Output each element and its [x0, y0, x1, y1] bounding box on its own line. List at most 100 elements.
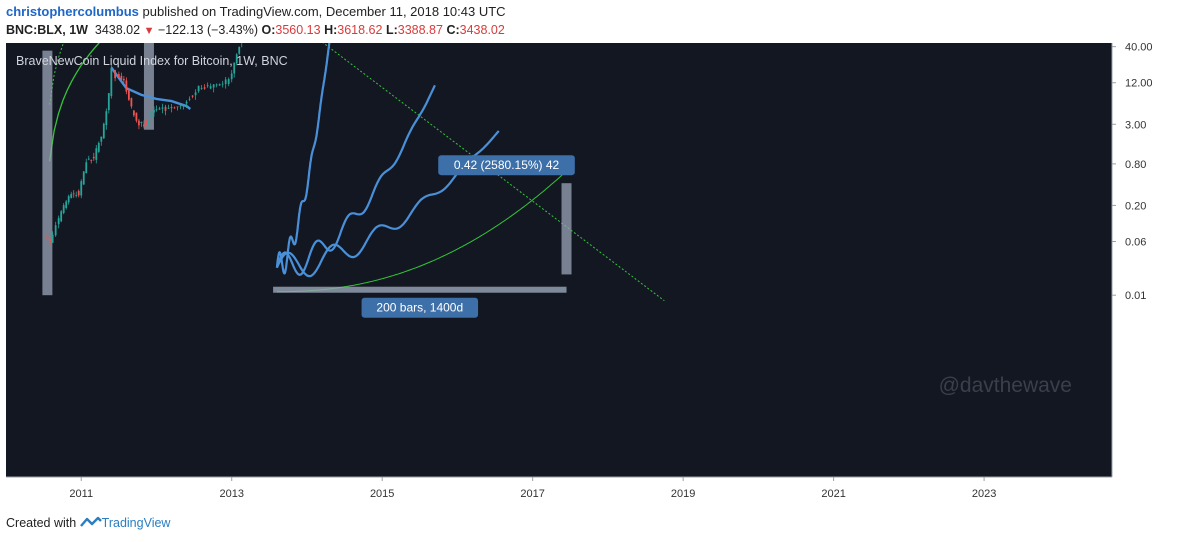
candles: [46, 43, 243, 245]
candle-body: [90, 159, 93, 161]
candle-body: [233, 62, 236, 74]
time-tick-label: 2011: [69, 488, 93, 500]
high-value: 3618.62: [337, 23, 383, 37]
candle-body: [97, 142, 100, 152]
time-tick-label: 2023: [972, 488, 996, 500]
fractal-overlay: [275, 43, 331, 275]
candle-body: [72, 193, 75, 195]
candle-body: [176, 106, 179, 108]
open-value: 3560.13: [275, 23, 321, 37]
annotation-box: [438, 155, 575, 176]
candle-body: [206, 85, 209, 87]
candle-body: [170, 106, 173, 109]
created-with-text: Created with: [6, 516, 77, 530]
candle-body: [230, 73, 233, 80]
candle-body: [95, 148, 98, 160]
candle-body: [114, 70, 116, 79]
price-tick-label: 3.00: [1125, 119, 1146, 131]
candle-body: [138, 120, 140, 126]
candle-body: [153, 109, 155, 113]
candle-body: [197, 85, 200, 92]
candle-body: [107, 93, 110, 111]
candle-body: [221, 83, 224, 85]
low-label: L:: [385, 23, 398, 37]
candle-body: [164, 106, 167, 111]
annotation-labels: 35.41 (307167.28%) 35411132.25 (52438.07…: [361, 155, 575, 318]
candle-body: [235, 54, 238, 64]
last-price: 3438.02: [94, 23, 141, 37]
candle-body: [85, 162, 88, 174]
candle-body: [46, 236, 49, 239]
candle-body: [51, 234, 54, 243]
candle-body: [227, 79, 230, 84]
candle-body: [215, 84, 218, 86]
candle-body: [70, 194, 73, 198]
candle-body: [67, 196, 70, 203]
ohlc-bar: BNC:BLX, 1W 3438.02 ▼ −122.13 (−3.43%) O…: [6, 23, 505, 37]
candle-body: [130, 98, 133, 107]
candle-body: [143, 124, 145, 127]
tradingview-logo-icon: [79, 516, 102, 527]
candle-body: [77, 190, 80, 196]
candle-body: [65, 201, 68, 209]
candle-body: [92, 156, 95, 159]
candle-body: [87, 158, 90, 160]
price-change: −122.13 (−3.43%): [157, 23, 259, 37]
candle-body: [80, 181, 83, 196]
candle-body: [167, 107, 170, 109]
candle-body: [194, 92, 197, 96]
price-tick-label: 0.01: [1125, 290, 1146, 302]
author-link[interactable]: christophercolumbus: [6, 4, 139, 19]
candle-body: [179, 105, 182, 107]
candle-body: [125, 80, 128, 92]
price-tick-label: 40.00: [1125, 43, 1153, 54]
candle-body: [57, 218, 60, 225]
candle-body: [133, 110, 135, 116]
measure-bar: [42, 50, 53, 296]
range-bar: [273, 286, 567, 293]
time-tick-label: 2019: [671, 488, 695, 500]
open-label: O:: [261, 23, 276, 37]
time-tick-label: 2021: [821, 488, 845, 500]
down-arrow-icon: ▼: [143, 25, 155, 37]
annotation-box: [361, 297, 479, 318]
candle-body: [49, 238, 51, 242]
candle-body: [200, 88, 203, 90]
close-value: 3438.02: [459, 23, 505, 37]
candle-body: [212, 84, 215, 88]
low-value: 3388.87: [397, 23, 443, 37]
measure-bar: [561, 183, 572, 275]
price-chart[interactable]: 520000.00120000.0030000.008000.002000.00…: [6, 43, 1182, 507]
price-tick-label: 12.00: [1125, 78, 1153, 90]
candle-body: [218, 84, 221, 86]
annotation-label: 0.42 (2580.15%) 42: [454, 158, 560, 172]
candle-body: [105, 111, 108, 126]
time-tick-label: 2013: [219, 488, 243, 500]
annotation-label: 200 bars, 1400d: [376, 301, 463, 315]
time-tick-label: 2017: [520, 488, 544, 500]
candle-body: [188, 98, 191, 100]
candle-body: [203, 87, 206, 89]
candle-body: [145, 122, 148, 124]
candle-body: [135, 112, 138, 121]
history-overlay: [110, 66, 192, 110]
candle-body: [238, 46, 241, 54]
candle-body: [82, 171, 85, 185]
candle-body: [148, 121, 150, 124]
watermark: @davthewave: [939, 374, 1072, 397]
price-tick-label: 0.20: [1125, 200, 1146, 212]
price-tick-label: 0.80: [1125, 159, 1146, 171]
candle-body: [224, 79, 227, 84]
publish-info: christophercolumbus published on Trading…: [6, 4, 506, 19]
candle-body: [60, 211, 63, 222]
candle-body: [102, 123, 105, 139]
tradingview-link[interactable]: TradingView: [101, 516, 171, 530]
footer: Created with TradingView: [6, 516, 170, 530]
candle-body: [185, 101, 188, 104]
candle-body: [110, 68, 113, 97]
candle-body: [182, 105, 185, 107]
candle-body: [209, 86, 212, 89]
candle-body: [62, 205, 65, 214]
candle-body: [150, 111, 153, 118]
candle-body: [191, 95, 194, 97]
